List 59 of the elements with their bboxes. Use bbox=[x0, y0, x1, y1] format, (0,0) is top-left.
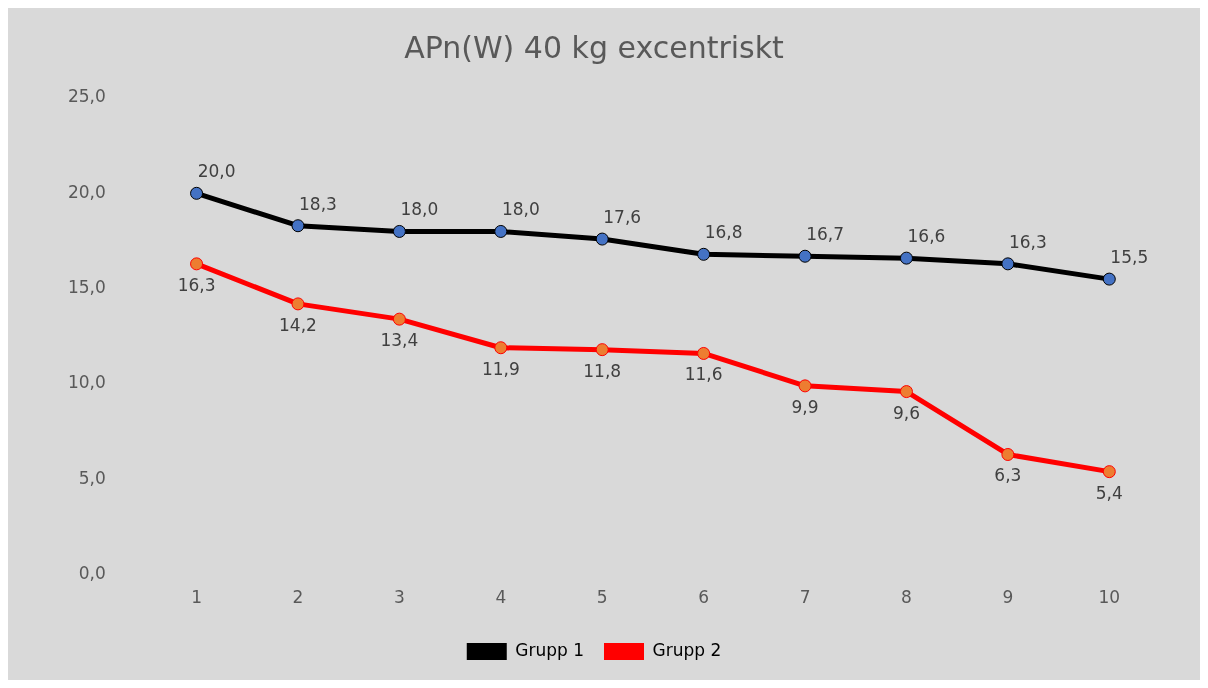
x-tick-label: 1 bbox=[191, 587, 202, 608]
point bbox=[190, 257, 204, 271]
y-tick-label: 25,0 bbox=[67, 86, 106, 107]
point bbox=[1001, 257, 1015, 271]
point bbox=[595, 232, 609, 246]
x-tick-label: 5 bbox=[596, 587, 608, 608]
data-label: 16,3 bbox=[1008, 231, 1047, 252]
data-label: 20,0 bbox=[197, 161, 236, 182]
point bbox=[697, 247, 711, 261]
data-label: 16,6 bbox=[907, 226, 946, 247]
point bbox=[190, 186, 204, 200]
x-tick-label: 4 bbox=[495, 587, 507, 608]
x-tick-label: 9 bbox=[1002, 587, 1014, 608]
point bbox=[697, 346, 711, 360]
data-label: 13,4 bbox=[380, 330, 419, 351]
data-label: 16,7 bbox=[806, 224, 844, 245]
data-label: 15,5 bbox=[1110, 247, 1149, 268]
point bbox=[899, 251, 913, 265]
data-label: 11,6 bbox=[684, 364, 723, 385]
y-tick-label: 0,0 bbox=[78, 563, 106, 584]
x-tick-label: 10 bbox=[1098, 587, 1121, 608]
point bbox=[392, 224, 406, 238]
data-label: 9,9 bbox=[791, 396, 819, 417]
point bbox=[494, 341, 508, 355]
data-label: 18,0 bbox=[501, 199, 540, 220]
data-label: 16,8 bbox=[704, 222, 743, 243]
point bbox=[494, 224, 508, 238]
data-label: 18,0 bbox=[400, 199, 439, 220]
data-label: 17,6 bbox=[603, 207, 642, 227]
legend-label: Grupp 2 bbox=[652, 639, 722, 660]
y-tick-label: 10,0 bbox=[67, 372, 106, 393]
x-tick-label: 6 bbox=[698, 587, 710, 608]
data-label: 18,3 bbox=[299, 193, 337, 214]
data-label: 11,9 bbox=[481, 358, 520, 379]
point bbox=[899, 385, 913, 399]
data-label: 14,2 bbox=[279, 314, 317, 335]
point bbox=[1102, 465, 1116, 479]
point bbox=[798, 379, 812, 393]
point bbox=[1001, 448, 1015, 461]
data-label: 16,3 bbox=[177, 274, 216, 295]
point bbox=[291, 219, 305, 233]
point bbox=[291, 297, 305, 311]
data-label: 5,4 bbox=[1095, 482, 1123, 503]
data-label: 11,8 bbox=[583, 360, 622, 381]
y-tick-label: 20,0 bbox=[67, 181, 106, 202]
x-tick-label: 3 bbox=[393, 587, 405, 608]
data-label: 6,3 bbox=[994, 465, 1022, 486]
chart-title: APn(W) 40 kg excentriskt bbox=[404, 29, 785, 65]
y-tick-label: 5,0 bbox=[78, 467, 106, 488]
point bbox=[1102, 272, 1116, 286]
x-tick-label: 2 bbox=[292, 587, 304, 608]
legend-label: Grupp 1 bbox=[515, 639, 585, 660]
x-tick-label: 8 bbox=[901, 587, 912, 608]
point bbox=[798, 249, 812, 263]
point bbox=[595, 343, 609, 357]
point bbox=[392, 312, 406, 326]
data-label: 9,6 bbox=[892, 402, 920, 423]
y-tick-label: 15,0 bbox=[67, 277, 106, 298]
x-tick-label: 7 bbox=[799, 587, 811, 608]
